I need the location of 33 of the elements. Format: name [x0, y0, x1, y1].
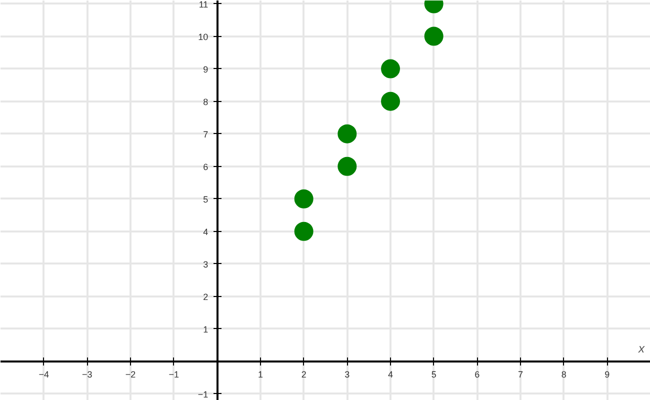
point [338, 124, 357, 144]
point [381, 92, 400, 111]
x-tick-label: 7 [518, 369, 524, 380]
y-tick-label: 7 [203, 129, 208, 140]
y-tick-label: 8 [203, 96, 208, 107]
x-tick-label: −2 [125, 369, 136, 380]
x-tick-label: 1 [258, 369, 264, 380]
y-tick-label: 1 [203, 324, 208, 334]
x-tick-label: −3 [82, 369, 92, 380]
y-tick-label: −1 [198, 389, 208, 400]
y-tick-label: 9 [203, 64, 208, 74]
x-tick-label: 9 [604, 369, 610, 380]
x-tick-label: 8 [561, 369, 566, 380]
y-tick-label: 5 [203, 194, 208, 204]
y-tick-label: 6 [203, 162, 208, 172]
y-tick-label: 11 [198, 0, 208, 10]
y-tick-label: 2 [203, 292, 208, 302]
x-tick-label: 6 [474, 369, 480, 380]
y-tick-label: 4 [203, 226, 208, 237]
x-axis-title: x [638, 341, 646, 356]
y-tick-label: 10 [198, 32, 208, 42]
x-tick-label: 4 [388, 369, 394, 380]
x-tick-label: −4 [38, 369, 49, 380]
x-tick-label: 5 [431, 369, 436, 380]
point [338, 156, 357, 176]
point [424, 26, 444, 46]
y-tick-label: 3 [203, 259, 208, 270]
point [294, 222, 314, 241]
x-tick-label: 3 [344, 369, 350, 380]
point [294, 189, 314, 208]
point [381, 59, 400, 78]
x-tick-label: −1 [168, 369, 179, 380]
x-tick-label: 2 [301, 369, 306, 380]
